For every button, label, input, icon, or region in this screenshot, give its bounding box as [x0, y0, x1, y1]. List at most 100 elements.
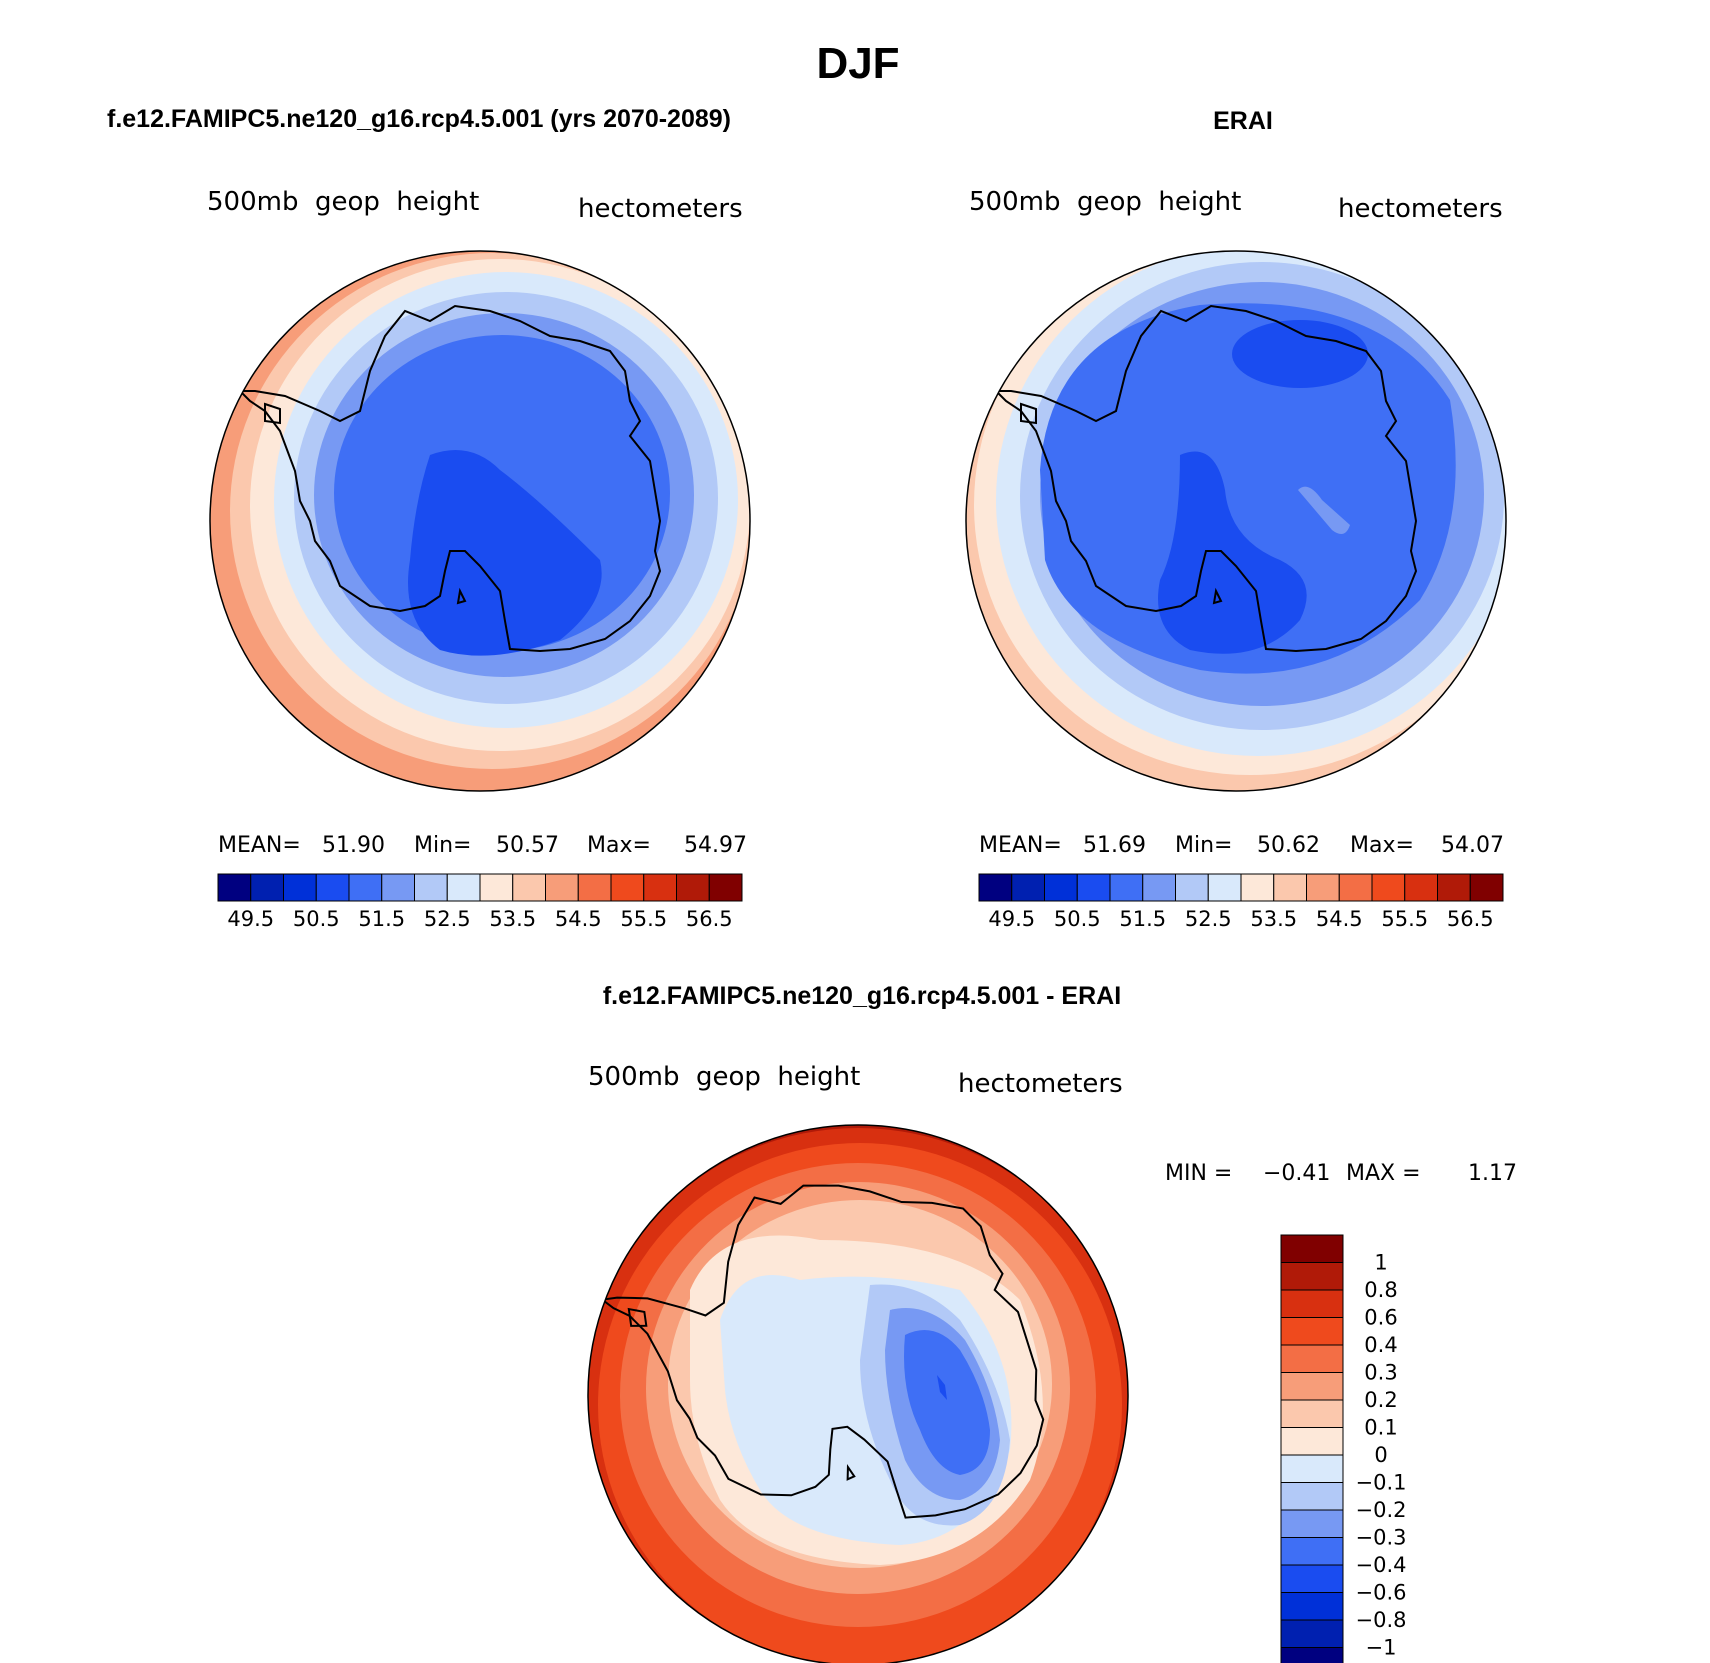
- colorbar-swatch: [348, 873, 383, 902]
- colorbar-swatch: [1280, 1262, 1344, 1291]
- colorbar-swatch: [250, 873, 284, 902]
- colorbar-swatch: [1273, 873, 1307, 902]
- colorbar-diff: 1 0.8 0.6 0.4 0.3 0.2 0.1 0 −0.1 −0.2 −0.3 −0.4 −0.6…: [1280, 1234, 1407, 1663]
- colorbar-tick-label: 55.5: [620, 907, 667, 931]
- colorbar-swatch: [1280, 1564, 1344, 1593]
- max-value: 54.07: [1441, 833, 1504, 858]
- panel-obs: ERAI 500mb geop height hectometers MEAN=…: [965, 107, 1507, 931]
- panel-model: f.e12.FAMIPC5.ne120_g16.rcp4.5.001 (yrs …: [107, 105, 751, 931]
- page-title: DJF: [816, 39, 899, 88]
- colorbar-tick-label: −0.1: [1356, 1471, 1407, 1495]
- colorbar-swatch: [217, 873, 252, 902]
- panel-diff-stats: MIN = −0.41 MAX = 1.17: [1165, 1161, 1517, 1186]
- panel-model-units: hectometers: [578, 194, 743, 224]
- colorbar-tick-label: 51.5: [358, 907, 405, 931]
- colorbar-tick-label: 49.5: [227, 907, 274, 931]
- min-label: MIN =: [1165, 1161, 1232, 1186]
- max-value: 1.17: [1468, 1161, 1517, 1186]
- colorbar-swatch: [315, 873, 350, 902]
- colorbar-swatch: [1280, 1592, 1344, 1621]
- colorbar-tick-label: 54.5: [1316, 907, 1363, 931]
- colorbar-swatch: [283, 873, 317, 902]
- mean-value: 51.69: [1083, 833, 1146, 858]
- max-label: Max=: [1350, 833, 1414, 858]
- mean-value: 51.90: [322, 833, 385, 858]
- colorbar-tick-label: 52.5: [424, 907, 471, 931]
- colorbar-tick-label: 1: [1374, 1251, 1387, 1275]
- colorbar-swatch: [414, 873, 448, 902]
- colorbar-swatch: [1338, 873, 1373, 902]
- colorbar-swatch: [577, 873, 612, 902]
- map-diff: [588, 1125, 1128, 1663]
- max-label: MAX =: [1346, 1161, 1421, 1186]
- colorbar-swatch: [1280, 1427, 1344, 1456]
- mean-label: MEAN=: [979, 833, 1062, 858]
- colorbar-obs: 49.5 50.5 51.5 52.5 53.5 54.5 55.5 56.5: [978, 873, 1504, 931]
- colorbar-swatch: [708, 873, 743, 902]
- colorbar-swatch: [1280, 1454, 1344, 1483]
- colorbar-tick-label: 56.5: [686, 907, 733, 931]
- colorbar-swatch: [512, 873, 546, 902]
- colorbar-swatch: [610, 873, 645, 902]
- max-value: 54.97: [684, 833, 747, 858]
- colorbar-swatch: [1280, 1289, 1344, 1318]
- colorbar-swatch: [1280, 1619, 1344, 1648]
- colorbar-tick-label: 55.5: [1381, 907, 1428, 931]
- panel-obs-variable: 500mb geop height: [969, 187, 1241, 217]
- colorbar-swatch: [1076, 873, 1111, 902]
- min-label: Min=: [1175, 833, 1232, 858]
- colorbar-swatch: [1109, 873, 1144, 902]
- map-diff-border: [587, 1124, 1129, 1663]
- colorbar-tick-label: 51.5: [1119, 907, 1166, 931]
- colorbar-swatch: [1280, 1399, 1344, 1428]
- colorbar-swatch: [643, 873, 677, 902]
- min-label: Min=: [414, 833, 471, 858]
- colorbar-tick-label: 49.5: [988, 907, 1035, 931]
- colorbar-tick-label: 54.5: [555, 907, 602, 931]
- colorbar-tick-label: −0.6: [1356, 1581, 1407, 1605]
- colorbar-swatch: [1469, 873, 1504, 902]
- colorbar-tick-label: −0.3: [1356, 1526, 1407, 1550]
- colorbar-swatch: [1404, 873, 1438, 902]
- colorbar-swatch: [1371, 873, 1406, 902]
- colorbar-tick-label: −1: [1366, 1636, 1397, 1660]
- panel-diff: f.e12.FAMIPC5.ne120_g16.rcp4.5.001 - ERA…: [587, 982, 1517, 1663]
- min-value: 50.62: [1257, 833, 1320, 858]
- colorbar-tick-label: 0.3: [1364, 1361, 1397, 1385]
- colorbar-tick-label: 52.5: [1185, 907, 1232, 931]
- colorbar-swatch: [1011, 873, 1045, 902]
- colorbar-swatch: [1280, 1537, 1344, 1566]
- panel-model-variable: 500mb geop height: [207, 187, 479, 217]
- panel-model-title: f.e12.FAMIPC5.ne120_g16.rcp4.5.001 (yrs …: [107, 105, 731, 133]
- colorbar-model: 49.5 50.5 51.5 52.5 53.5 54.5 55.5 56.5: [217, 873, 743, 931]
- map-obs: [966, 251, 1506, 791]
- panel-obs-title: ERAI: [1213, 107, 1273, 135]
- panel-obs-stats: MEAN= 51.69 Min= 50.62 Max= 54.07: [979, 833, 1504, 858]
- colorbar-swatch: [479, 873, 514, 902]
- min-value: 50.57: [496, 833, 559, 858]
- panel-diff-variable: 500mb geop height: [588, 1062, 860, 1092]
- panel-obs-units: hectometers: [1338, 194, 1503, 224]
- colorbar-swatch: [1280, 1372, 1344, 1401]
- colorbar-tick-label: −0.8: [1356, 1608, 1407, 1632]
- colorbar-tick-label: 50.5: [293, 907, 340, 931]
- colorbar-swatch: [1280, 1317, 1344, 1346]
- colorbar-swatch: [446, 873, 481, 902]
- colorbar-swatch: [1240, 873, 1275, 902]
- map-obs-border: [965, 250, 1507, 792]
- colorbar-tick-label: 0.8: [1364, 1278, 1397, 1302]
- panel-diff-title: f.e12.FAMIPC5.ne120_g16.rcp4.5.001 - ERA…: [603, 982, 1121, 1010]
- colorbar-swatch: [1280, 1482, 1344, 1511]
- colorbar-tick-label: 50.5: [1054, 907, 1101, 931]
- colorbar-swatch: [676, 873, 710, 902]
- colorbar-tick-label: 0.4: [1364, 1333, 1397, 1357]
- colorbar-swatch: [1280, 1647, 1344, 1663]
- colorbar-swatch: [1044, 873, 1078, 902]
- colorbar-swatch: [1280, 1509, 1344, 1538]
- colorbar-tick-label: −0.2: [1356, 1498, 1407, 1522]
- max-label: Max=: [587, 833, 651, 858]
- colorbar-swatch: [1175, 873, 1209, 902]
- min-value: −0.41: [1263, 1161, 1330, 1186]
- colorbar-tick-label: 0.6: [1364, 1306, 1397, 1330]
